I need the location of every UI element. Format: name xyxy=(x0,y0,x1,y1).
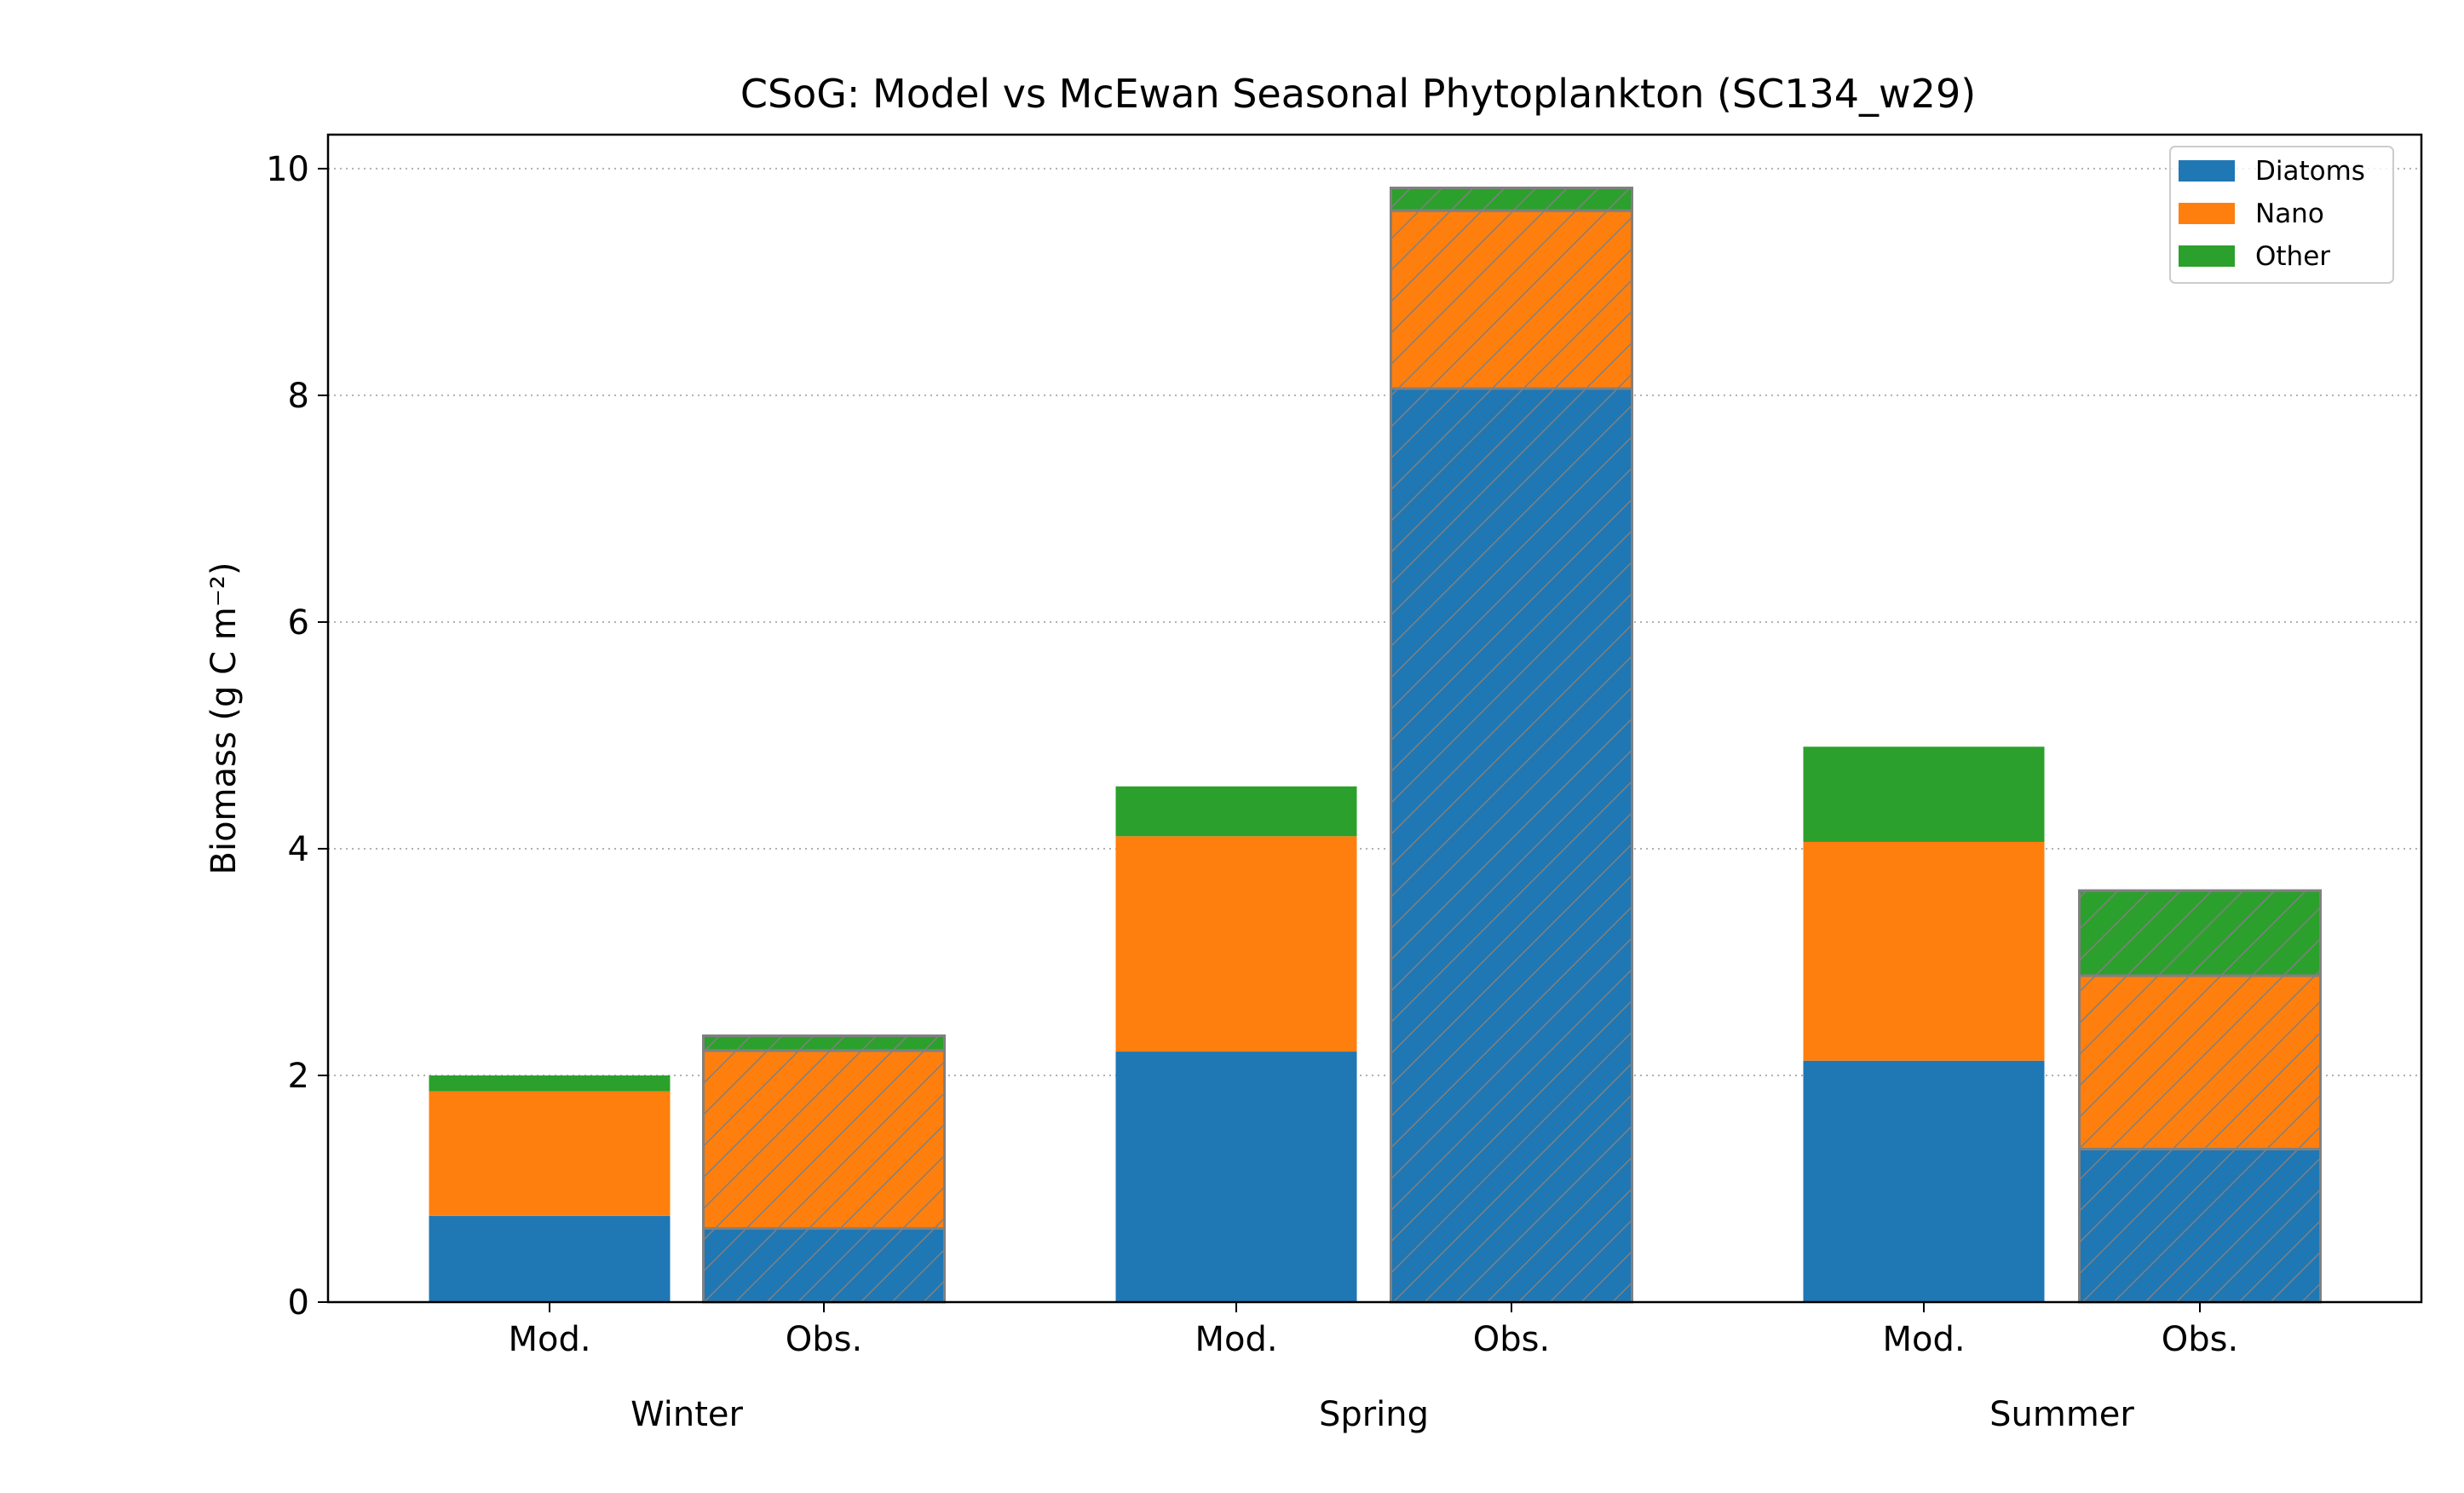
legend-label: Nano xyxy=(2255,199,2324,229)
legend-label: Diatoms xyxy=(2255,156,2365,187)
legend-label: Other xyxy=(2255,241,2330,272)
y-tick-label: 2 xyxy=(288,1057,309,1096)
y-tick-label: 4 xyxy=(288,830,309,869)
bar-segment-diatoms xyxy=(1803,1060,2045,1302)
bar-hatch-overlay xyxy=(2078,1147,2322,1304)
bar-segment-nano xyxy=(1115,836,1357,1052)
y-tick-label: 0 xyxy=(288,1283,309,1323)
group-label: Summer xyxy=(1989,1395,2134,1434)
bar-hatch-overlay xyxy=(2078,889,2322,977)
legend-swatch xyxy=(2179,203,2235,224)
bar-segment-diatoms xyxy=(429,1215,671,1302)
bars xyxy=(429,187,2322,1304)
bar-segment-diatoms xyxy=(1115,1052,1357,1302)
legend-swatch xyxy=(2179,160,2235,182)
y-tick-label: 8 xyxy=(288,377,309,416)
group-label: Winter xyxy=(630,1395,743,1434)
x-tick-label: Obs. xyxy=(1473,1320,1550,1359)
legend: Diatoms Nano Other xyxy=(2169,146,2394,284)
bar-segment-nano xyxy=(1803,841,2045,1061)
bar-segment-nano xyxy=(429,1091,671,1216)
bar-hatch-overlay xyxy=(1390,209,1633,390)
bar-segment-other xyxy=(429,1075,671,1092)
legend-swatch xyxy=(2179,245,2235,267)
x-tick-label: Obs. xyxy=(2162,1320,2238,1359)
y-tick-label: 6 xyxy=(288,603,309,643)
y-axis-label: Biomass (g C m⁻²) xyxy=(204,562,244,875)
plot-frame xyxy=(326,133,2423,1304)
x-tick-label: Mod. xyxy=(508,1320,590,1359)
bar-hatch-overlay xyxy=(702,1227,946,1304)
bar-hatch-overlay xyxy=(1390,187,1633,212)
bar-hatch-overlay xyxy=(1390,387,1633,1304)
x-tick-label: Mod. xyxy=(1882,1320,1965,1359)
bar-hatch-overlay xyxy=(2078,974,2322,1150)
bar-hatch-overlay xyxy=(702,1049,946,1231)
y-tick-label: 10 xyxy=(266,150,309,189)
bar-segment-other xyxy=(1115,786,1357,837)
bar-segment-other xyxy=(1803,746,2045,842)
chart-title: CSoG: Model vs McEwan Seasonal Phytoplan… xyxy=(740,71,1976,117)
group-label: Spring xyxy=(1319,1395,1429,1434)
x-tick-label: Mod. xyxy=(1195,1320,1277,1359)
axes: 0 2 4 6 8 10 Mod. Obs. Mod. Obs. Mod. Obs. Winter Spr… xyxy=(266,133,2423,1434)
bar-hatch-overlay xyxy=(702,1034,946,1052)
x-tick-label: Obs. xyxy=(786,1320,862,1359)
